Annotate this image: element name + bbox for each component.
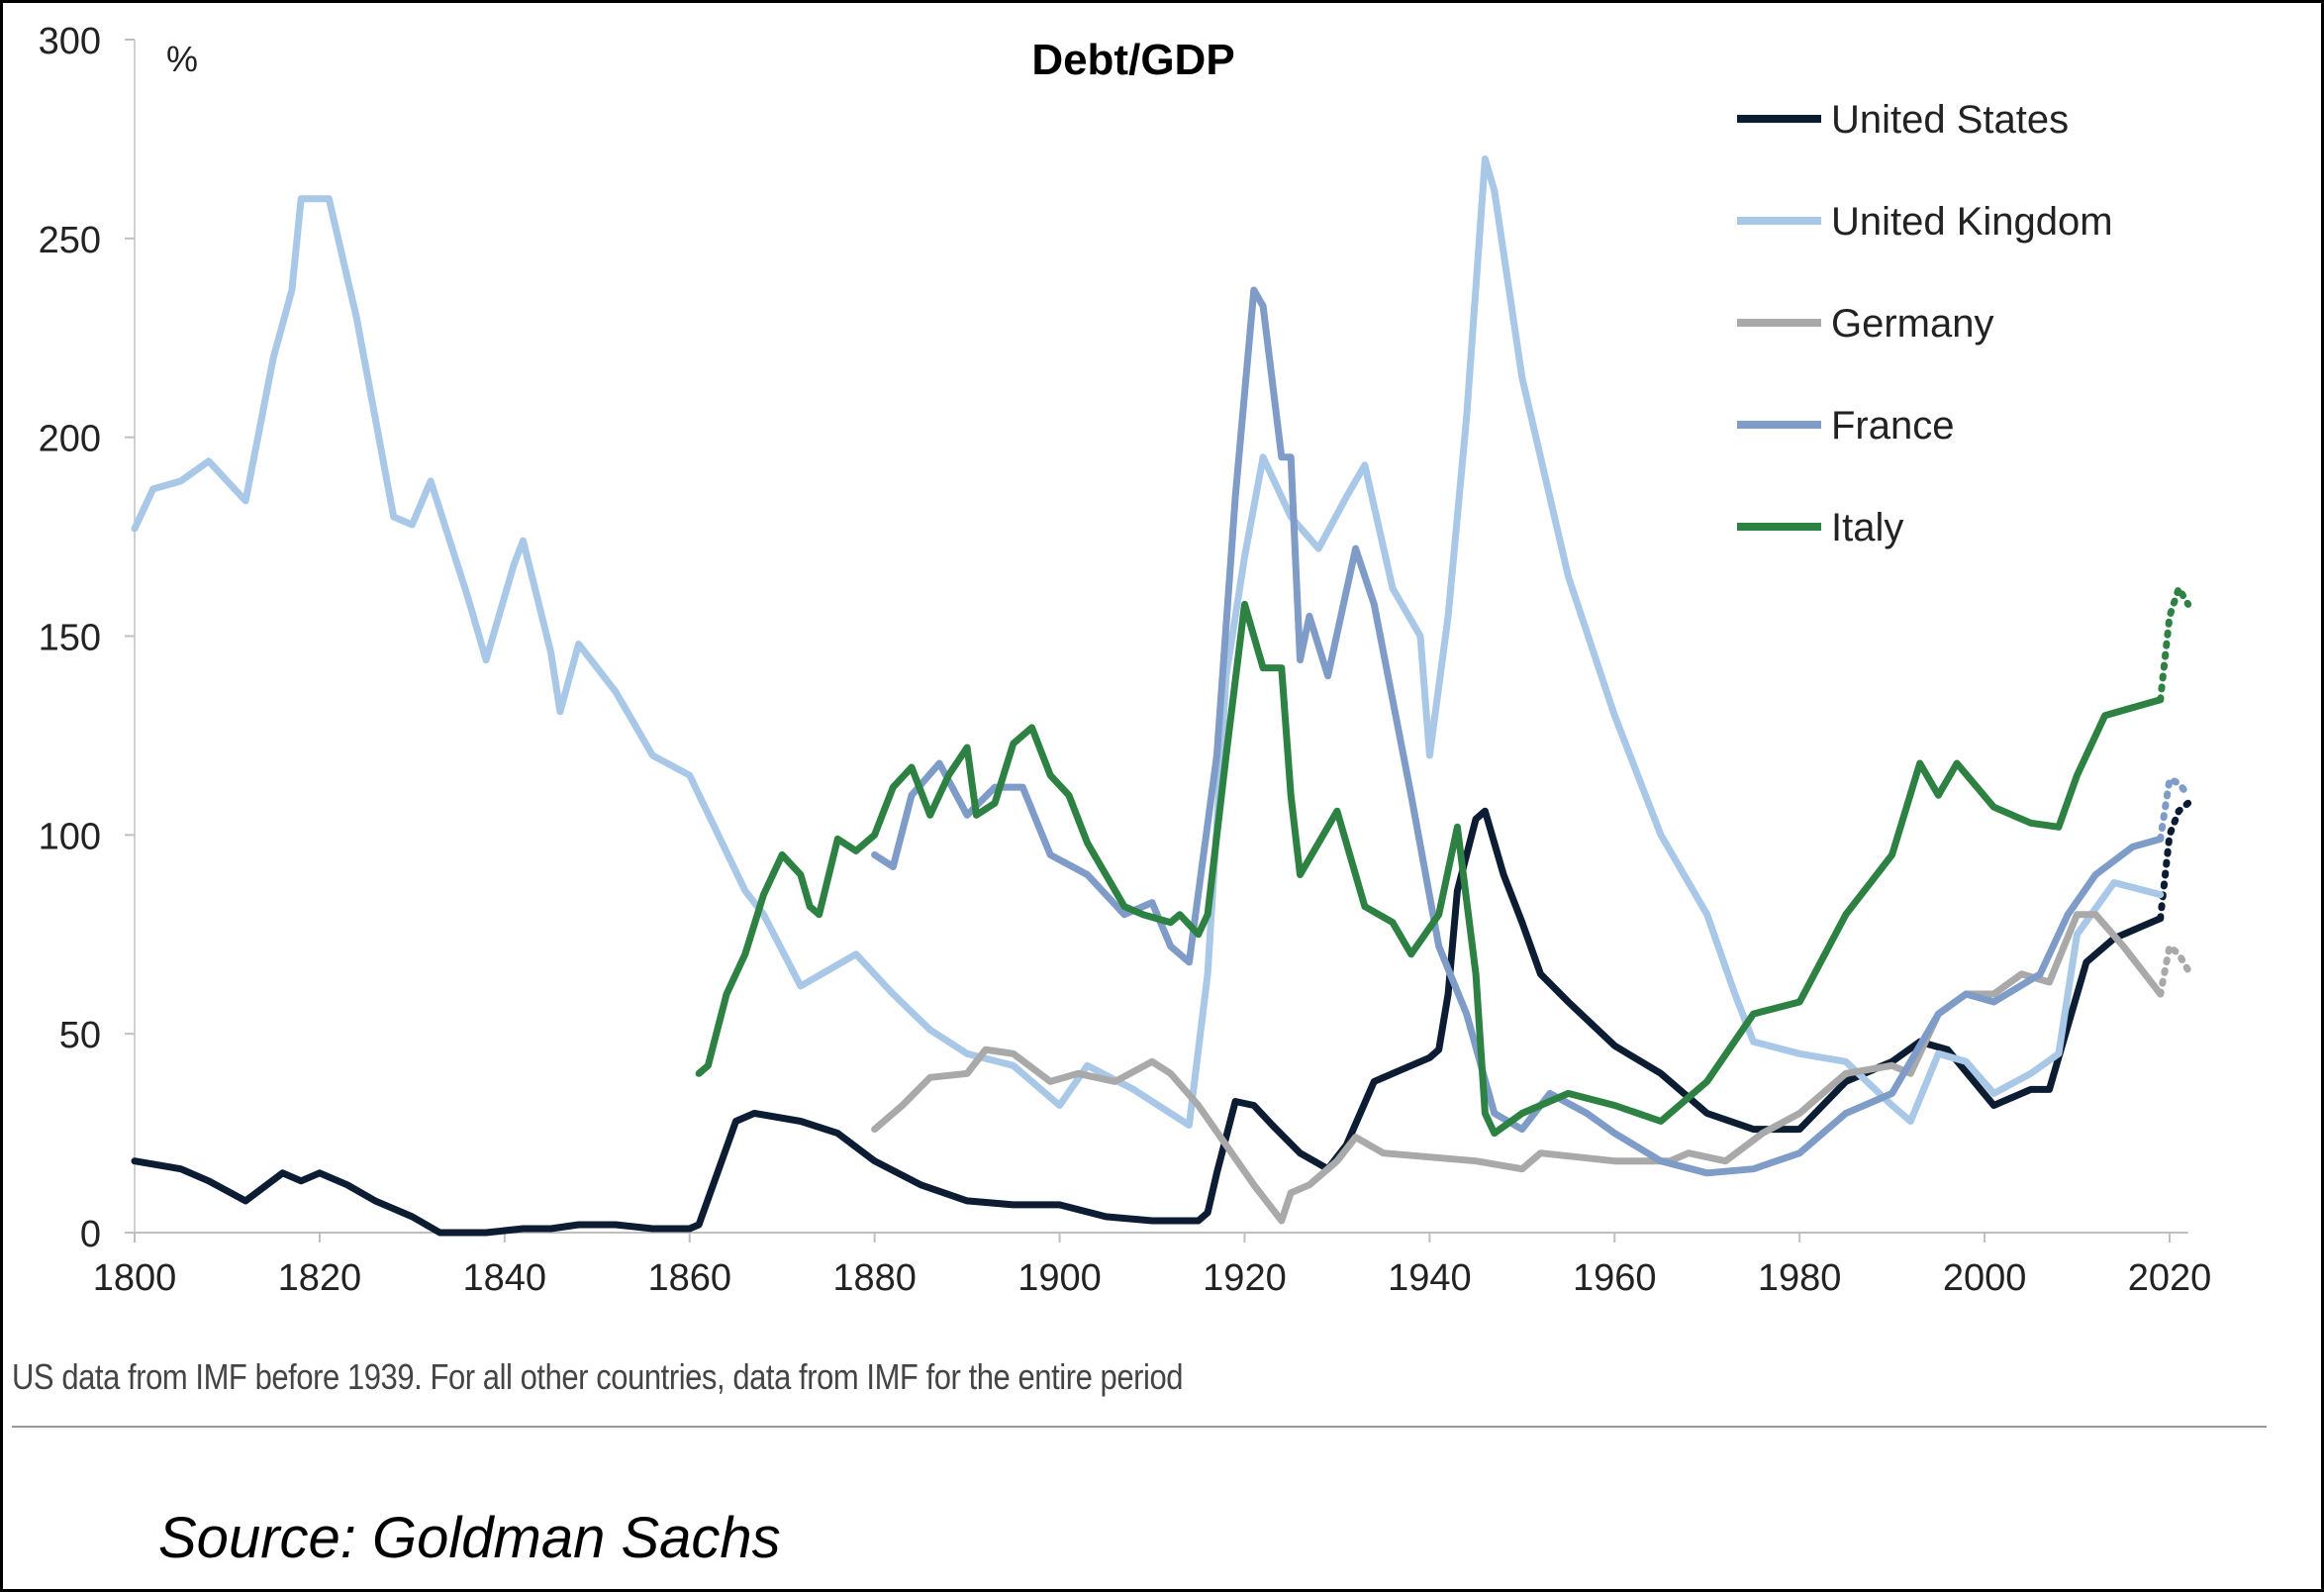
x-tick-label: 1920 <box>1203 1257 1287 1299</box>
y-tick-label: 100 <box>39 816 101 857</box>
series-lines <box>131 155 2192 1237</box>
y-tick-label: 250 <box>39 220 101 261</box>
series-line-italy <box>695 600 2165 1138</box>
legend-label-united-states: United States <box>1831 98 2069 142</box>
series-line-united-kingdom <box>131 155 2165 1129</box>
legend-label-france: France <box>1831 404 1955 448</box>
legend-label-united-kingdom: United Kingdom <box>1831 200 2113 244</box>
footnote: US data from IMF before 1939. For all ot… <box>12 1356 1184 1397</box>
x-tick-label: 1980 <box>1758 1257 1842 1299</box>
x-tick-label: 1880 <box>832 1257 917 1299</box>
y-axis-unit: % <box>166 39 198 79</box>
series-projection-italy <box>2157 579 2192 704</box>
y-tick-label: 300 <box>39 21 101 62</box>
x-tick-label: 1960 <box>1573 1257 1657 1299</box>
x-tick-label: 1900 <box>1017 1257 1102 1299</box>
chart-title: Debt/GDP <box>1031 36 1234 84</box>
y-tick-label: 0 <box>80 1214 101 1255</box>
x-tick-label: 2020 <box>2128 1257 2212 1299</box>
series-line-france <box>871 286 2165 1177</box>
x-tick-label: 1940 <box>1388 1257 1472 1299</box>
x-tick-label: 1860 <box>647 1257 731 1299</box>
series-line-united-states <box>131 807 2165 1237</box>
x-tick-label: 2000 <box>1943 1257 2027 1299</box>
x-tick-label: 1840 <box>463 1257 547 1299</box>
x-tick-label: 1820 <box>278 1257 362 1299</box>
series-projection-germany <box>2157 940 2192 998</box>
legend-label-germany: Germany <box>1831 302 1994 346</box>
y-tick-label: 50 <box>59 1015 101 1056</box>
x-tick-label: 1800 <box>93 1257 177 1299</box>
legend-label-italy: Italy <box>1831 506 1903 549</box>
source-label: Source: Goldman Sachs <box>158 1506 781 1570</box>
y-tick-label: 150 <box>39 618 101 659</box>
divider <box>12 1426 2267 1428</box>
axes: 0 50 100 150 200 250 300 1800 1820 1840 1860 1880 19… <box>39 21 2212 1299</box>
y-tick-label: 200 <box>39 419 101 460</box>
series-projection-united-states <box>2157 799 2192 923</box>
series-projection-france <box>2157 774 2192 843</box>
legend: United States United Kingdom Germany France… <box>1737 98 2113 549</box>
